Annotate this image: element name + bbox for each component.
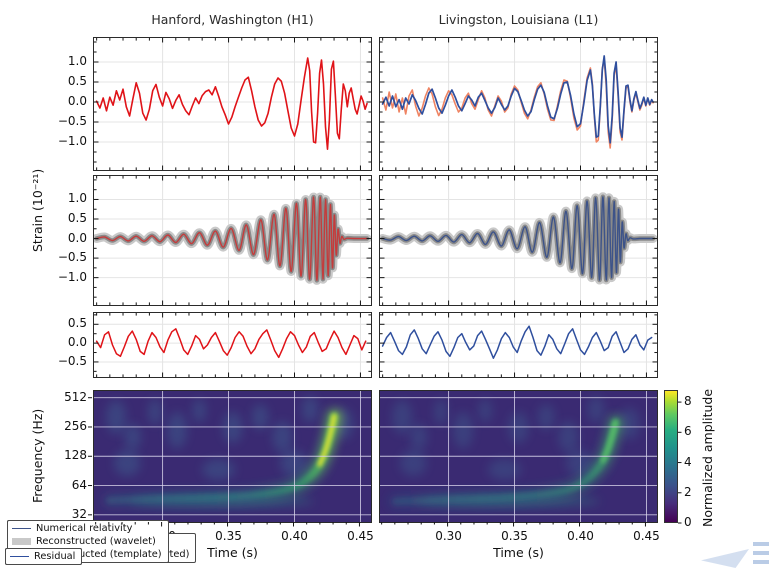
residual-line-swatch — [10, 556, 29, 557]
tick-label: 512 — [64, 389, 87, 404]
tick-label: 4 — [684, 454, 692, 469]
wavelet-band-swatch — [12, 538, 31, 545]
tick-label: −0.5 — [57, 114, 87, 128]
numerical-relativity-line-swatch — [12, 528, 31, 529]
tick-label: 64 — [71, 477, 87, 492]
tick-label: 0.5 — [67, 316, 87, 331]
tick-label: 256 — [64, 418, 87, 433]
tick-label: 6 — [684, 424, 692, 439]
panel-h1-observed — [93, 37, 372, 171]
legend-entry: Reconstructed (wavelet) — [12, 536, 162, 547]
panel-l1-residual — [379, 312, 658, 378]
legend-label: Reconstructed (wavelet) — [36, 536, 156, 547]
column-title-hanford: Hanford, Washington (H1) — [151, 12, 314, 27]
column-title-livingston: Livingston, Louisiana (L1) — [438, 12, 599, 27]
tick-label: 0.40 — [281, 529, 308, 543]
time-axis-label-left: Time (s) — [207, 545, 258, 560]
panel-l1-reconstruction — [379, 175, 658, 306]
colorbar — [664, 390, 678, 523]
tick-label: −0.5 — [57, 250, 87, 265]
legend-l1-reconstruction: Numerical relativity Reconstructed (wave… — [7, 520, 169, 563]
tick-label: 128 — [64, 448, 87, 463]
legend-entry: Numerical relativity — [12, 523, 162, 534]
tick-label: −1.0 — [57, 134, 87, 148]
tick-label: 8 — [684, 394, 692, 409]
legend-entry: Residual — [10, 551, 75, 562]
panel-l1-observed — [379, 37, 658, 171]
panel-h1-residual — [93, 312, 372, 378]
tick-label: 0.35 — [215, 529, 242, 543]
tick-label: −0.5 — [57, 353, 87, 368]
time-axis-label-right: Time (s) — [493, 545, 544, 560]
legend-l1-residual: Residual — [5, 548, 83, 565]
tick-label: 0.45 — [347, 529, 374, 543]
watermark-bars — [753, 542, 769, 568]
tick-label: 2 — [684, 484, 692, 499]
tick-label: 0.45 — [633, 529, 660, 543]
tick-label: 0.35 — [501, 529, 528, 543]
panel-h1-reconstruction — [93, 175, 372, 306]
tick-label: 0.5 — [67, 74, 87, 88]
watermark-swoosh — [701, 549, 749, 568]
tick-label: 0.30 — [435, 529, 462, 543]
tick-label: 0 — [684, 515, 692, 529]
tick-label: 1.0 — [67, 191, 87, 206]
tick-label: 32 — [71, 506, 87, 521]
tick-label: 0.5 — [67, 211, 87, 225]
tick-label: −1.0 — [57, 269, 87, 284]
legend-label: Numerical relativity — [36, 523, 133, 534]
legend-label: Residual — [34, 551, 76, 562]
tick-label: 0.0 — [67, 335, 87, 350]
tick-label: 0.0 — [67, 94, 87, 108]
legend-label: Reconstructed (template) — [36, 549, 162, 560]
tick-label: 1.0 — [67, 54, 87, 68]
tick-label: 0.40 — [567, 529, 594, 543]
tick-label: 0.0 — [67, 230, 87, 245]
panel-h1-spectrogram — [93, 390, 372, 523]
panel-l1-spectrogram — [379, 390, 658, 523]
